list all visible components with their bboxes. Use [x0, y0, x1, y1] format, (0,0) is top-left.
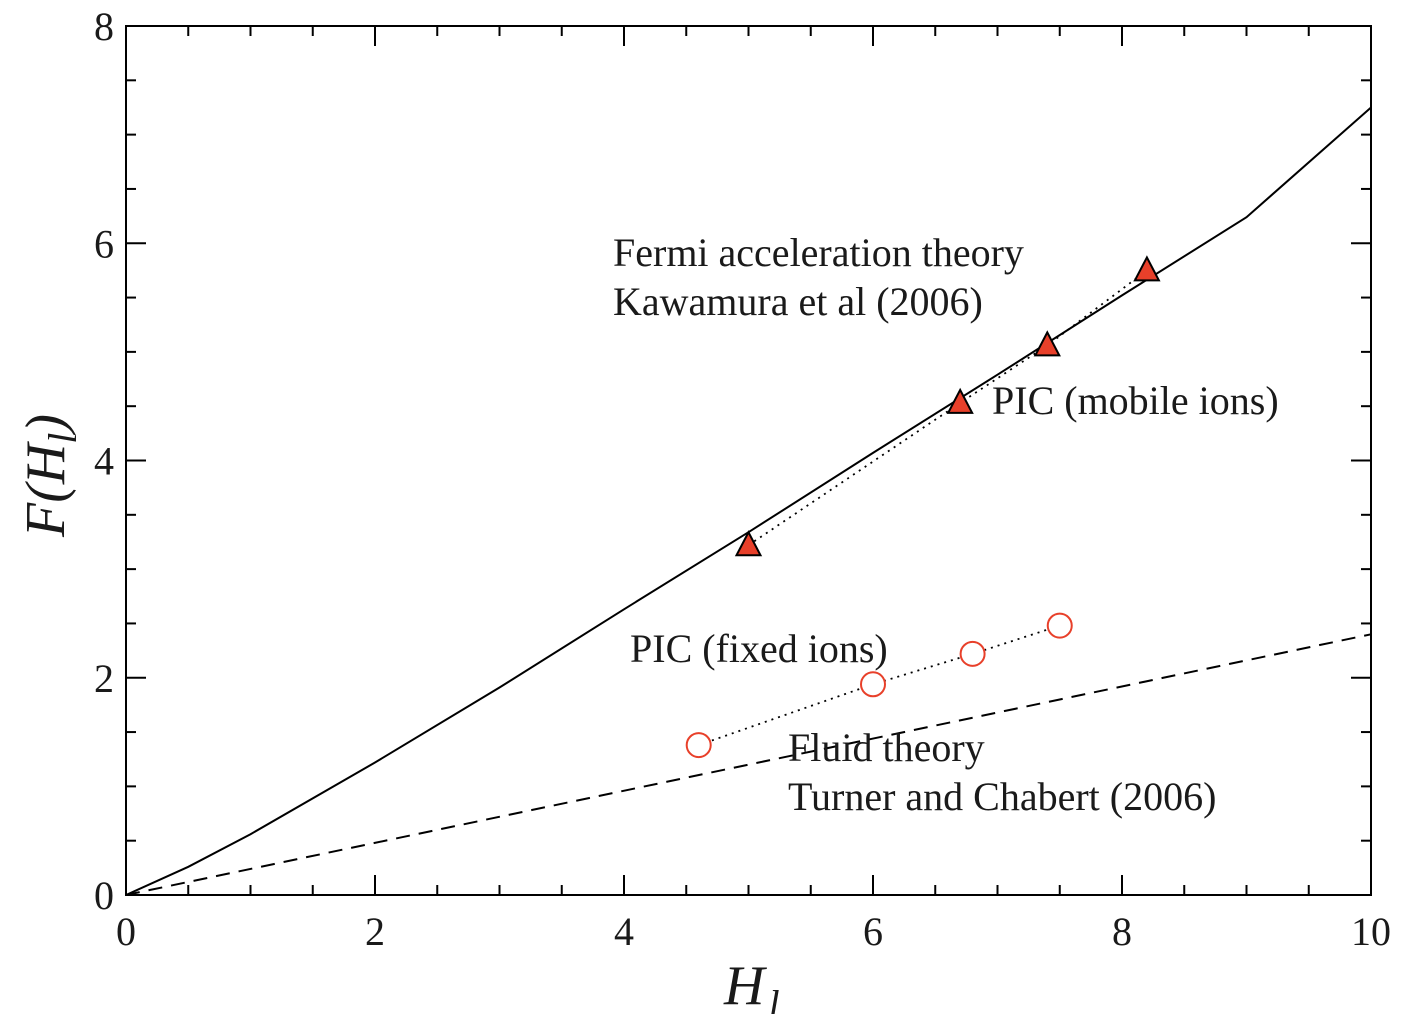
- y-axis-title-subscript: l: [40, 433, 85, 444]
- y-axis-title-close: ): [15, 414, 77, 436]
- y-tick-label: 6: [94, 221, 114, 266]
- annotation-pic-mobile: PIC (mobile ions): [992, 378, 1279, 423]
- x-axis-title-subscript: l: [768, 982, 779, 1014]
- x-tick-label: 2: [365, 909, 385, 954]
- data-point-circle: [1046, 612, 1073, 639]
- annotation-fluid-reference: Turner and Chabert (2006): [788, 774, 1216, 819]
- x-tick-label: 0: [116, 909, 136, 954]
- series-markers: [685, 255, 1161, 759]
- axis-ticks: [125, 25, 1372, 896]
- x-tick-label: 6: [863, 909, 883, 954]
- data-point-triangle: [946, 387, 974, 414]
- annotation-pic-fixed: PIC (fixed ions): [630, 626, 888, 671]
- annotation-fermi-theory: Fermi acceleration theory: [613, 230, 1024, 275]
- data-point-triangle: [1033, 330, 1061, 357]
- y-tick-label: 2: [94, 656, 114, 701]
- tick-labels: 0 2 4 6 8 10 0 2 4 6 8: [94, 4, 1391, 954]
- series-line-2: [747, 269, 1148, 546]
- data-point-circle: [959, 640, 986, 667]
- x-tick-label: 10: [1351, 909, 1391, 954]
- annotation-fluid-theory: Fluid theory: [788, 725, 985, 770]
- x-tick-label: 8: [1112, 909, 1132, 954]
- series-line-3: [698, 624, 1061, 746]
- plot-frame: [125, 25, 1372, 896]
- y-tick-label: 0: [94, 873, 114, 918]
- data-point-circle: [860, 671, 886, 698]
- y-axis-title: F(Hl): [15, 414, 85, 538]
- y-tick-label: 4: [94, 439, 114, 484]
- data-point-circle: [685, 732, 712, 759]
- annotations: Fermi acceleration theory Kawamura et al…: [613, 230, 1279, 819]
- series-lines: [125, 106, 1372, 896]
- series-line-0: [125, 106, 1372, 896]
- annotation-fermi-reference: Kawamura et al (2006): [613, 279, 983, 324]
- y-tick-label: 8: [94, 4, 114, 49]
- data-point-triangle: [734, 530, 763, 557]
- x-tick-label: 4: [614, 909, 634, 954]
- data-point-triangle: [1133, 255, 1161, 282]
- series-line-1: [125, 633, 1372, 896]
